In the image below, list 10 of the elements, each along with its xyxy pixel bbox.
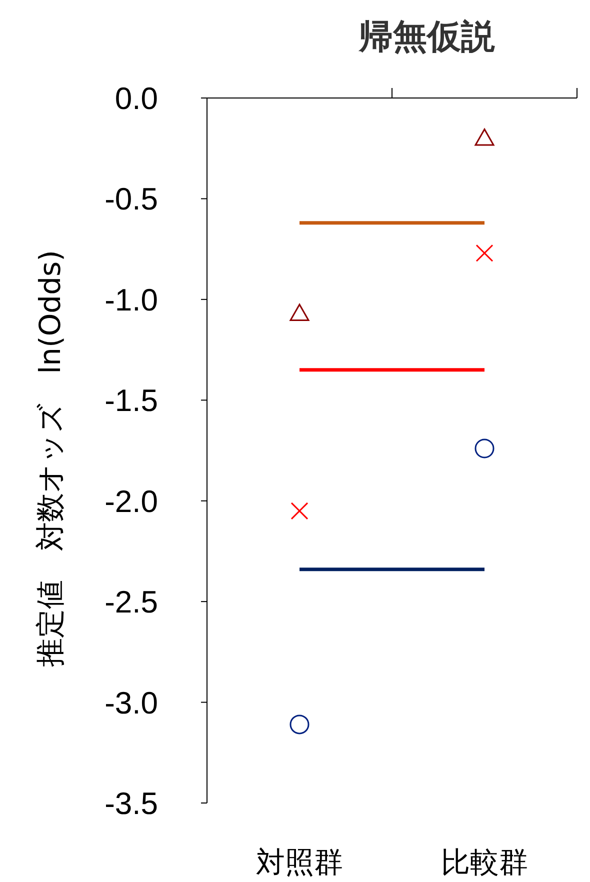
point bbox=[290, 502, 308, 520]
point bbox=[476, 244, 494, 262]
point bbox=[474, 438, 494, 458]
chart-title: 帰無仮説 bbox=[358, 17, 495, 57]
point bbox=[474, 128, 494, 146]
x-tick-label: 対照群 bbox=[256, 845, 343, 879]
x-tick-label: 比較群 bbox=[441, 845, 528, 879]
y-axis-title: 推定値 対数オッズ ln(Odds) bbox=[33, 250, 67, 667]
point bbox=[290, 304, 310, 322]
point bbox=[290, 714, 310, 734]
